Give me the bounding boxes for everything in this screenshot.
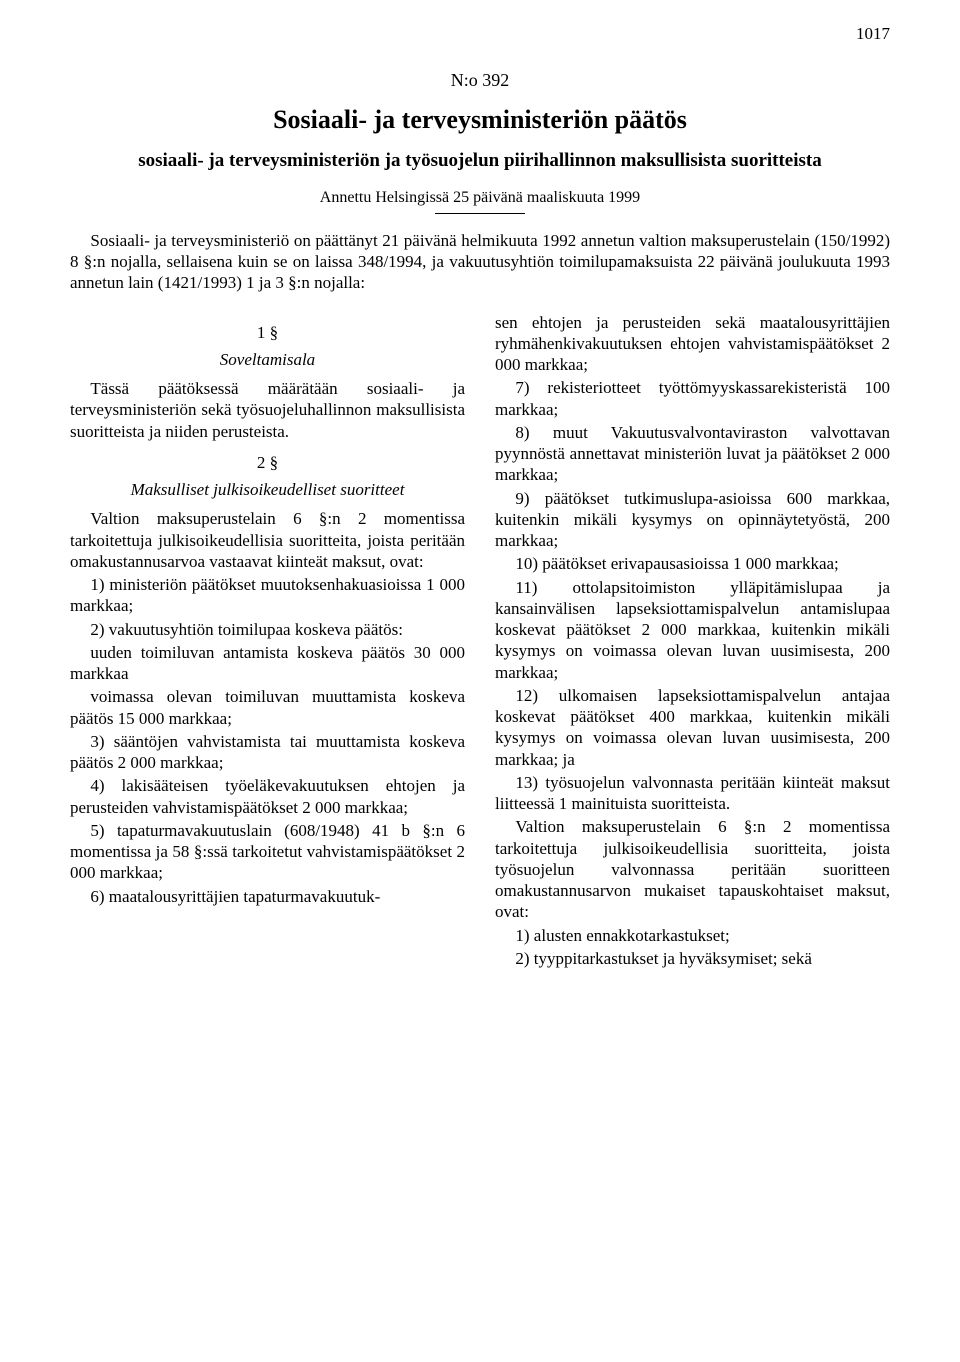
list-item: 8) muut Vakuutusvalvontaviraston valvott…: [495, 422, 890, 486]
page-number: 1017: [856, 24, 890, 44]
section-1-paragraph: Tässä päätöksessä määrätään sosiaali- ja…: [70, 378, 465, 442]
document-subtitle: sosiaali- ja terveysministeriön ja työsu…: [70, 149, 890, 173]
list-item: 12) ulkomaisen lapseksiottamispalvelun a…: [495, 685, 890, 770]
list-item: 6) maatalousyrittäjien tapaturmavakuutuk…: [70, 886, 465, 907]
given-line: Annettu Helsingissä 25 päivänä maaliskuu…: [70, 189, 890, 207]
column-left: 1 § Soveltamisala Tässä päätöksessä määr…: [70, 312, 465, 972]
list-item: 2) vakuutusyhtiön toimilupaa koskeva pää…: [70, 619, 465, 640]
list-item: 11) ottolapsitoimiston ylläpitämislupaa …: [495, 577, 890, 683]
section-2-intro: Valtion maksuperustelain 6 §:n 2 momenti…: [70, 508, 465, 572]
section-1-heading: Soveltamisala: [70, 349, 465, 370]
list-item: 9) päätökset tutkimuslupa-asioissa 600 m…: [495, 488, 890, 552]
list-item: 1) alusten ennakkotarkastukset;: [495, 925, 890, 946]
column-right: sen ehtojen ja perusteiden sekä maatalou…: [495, 312, 890, 972]
section-2-number: 2 §: [70, 452, 465, 473]
document-code: N:o 392: [70, 70, 890, 91]
divider: [435, 213, 525, 214]
list-item: uuden toimiluvan antamista koskeva päätö…: [70, 642, 465, 685]
list-item: 13) työsuojelun valvonnasta peritään kii…: [495, 772, 890, 815]
section-2-heading: Maksulliset julkisoikeudelliset suoritte…: [70, 479, 465, 500]
document-title: Sosiaali- ja terveysministeriön päätös: [70, 105, 890, 135]
list-item: voimassa olevan toimiluvan muuttamista k…: [70, 686, 465, 729]
columns: 1 § Soveltamisala Tässä päätöksessä määr…: [70, 312, 890, 972]
list-item: 10) päätökset erivapausasioissa 1 000 ma…: [495, 553, 890, 574]
list-item: 7) rekisteriotteet työttömyyskassarekist…: [495, 377, 890, 420]
section-2-paragraph-2: Valtion maksuperustelain 6 §:n 2 momenti…: [495, 816, 890, 922]
section-1-number: 1 §: [70, 322, 465, 343]
list-item: 2) tyyppitarkastukset ja hyväksymiset; s…: [495, 948, 890, 969]
preamble: Sosiaali- ja terveysministeriö on päättä…: [70, 230, 890, 294]
list-item: 5) tapaturmavakuutuslain (608/1948) 41 b…: [70, 820, 465, 884]
list-item-continued: sen ehtojen ja perusteiden sekä maatalou…: [495, 312, 890, 376]
page: 1017 N:o 392 Sosiaali- ja terveysministe…: [0, 0, 960, 1362]
list-item: 1) ministeriön päätökset muutoksenhakuas…: [70, 574, 465, 617]
list-item: 3) sääntöjen vahvistamista tai muuttamis…: [70, 731, 465, 774]
list-item: 4) lakisääteisen työeläkevakuutuksen eht…: [70, 775, 465, 818]
